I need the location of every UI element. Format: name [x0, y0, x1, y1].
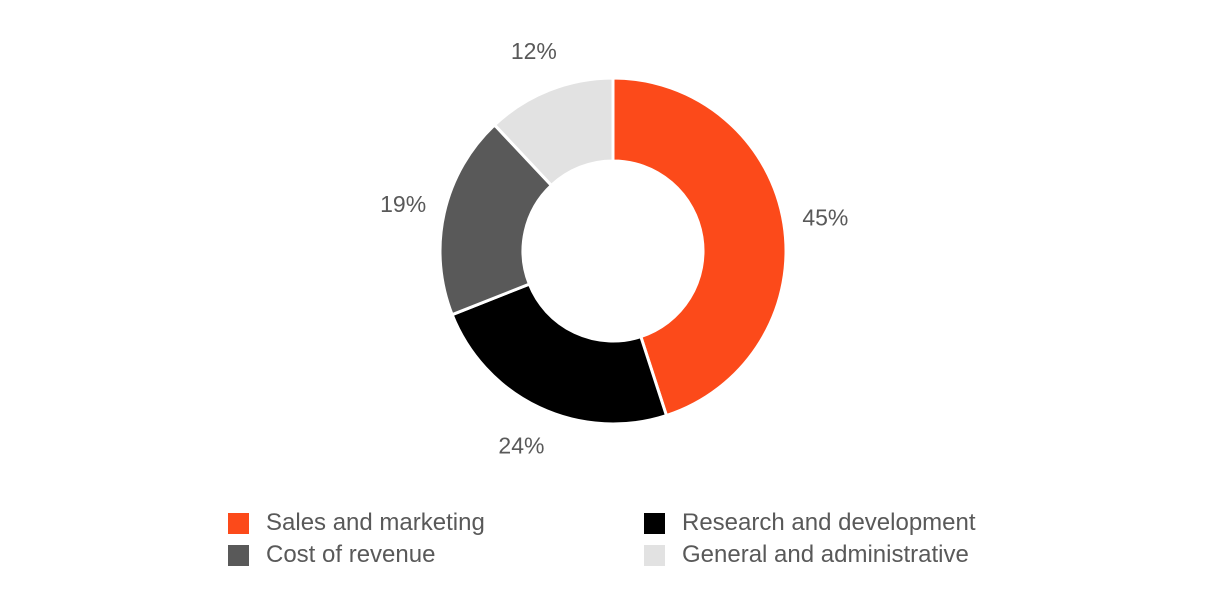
legend-swatch	[228, 512, 249, 534]
slice-labels: 45% 24% 19% 12%	[380, 38, 848, 458]
legend-label: Sales and marketing	[266, 509, 485, 536]
donut-slice-cost-of-revenue	[438, 122, 554, 317]
legend-item-sales-and-marketing: Sales and marketing	[228, 511, 644, 535]
legend-label: Cost of revenue	[266, 541, 436, 568]
donut-slice-research-and-development	[450, 282, 669, 426]
donut-slices	[438, 76, 788, 426]
chart-legend: Sales and marketing Research and develop…	[228, 511, 1048, 567]
donut-slice-general-and-administrative	[492, 76, 615, 188]
legend-label: General and administrative	[682, 541, 969, 568]
legend-item-cost-of-revenue: Cost of revenue	[228, 543, 644, 567]
legend-swatch	[228, 544, 249, 566]
slice-label-sales-and-marketing: 45%	[802, 204, 848, 230]
donut-slice-sales-and-marketing	[611, 76, 788, 418]
slice-label-cost-of-revenue: 19%	[380, 191, 426, 217]
legend-item-general-and-administrative: General and administrative	[644, 543, 1044, 567]
slice-label-general-and-administrative: 12%	[511, 38, 557, 64]
legend-swatch	[644, 512, 665, 534]
slice-label-research-and-development: 24%	[498, 433, 544, 459]
legend-swatch	[644, 544, 665, 566]
legend-item-research-and-development: Research and development	[644, 511, 1044, 535]
legend-label: Research and development	[682, 509, 976, 536]
